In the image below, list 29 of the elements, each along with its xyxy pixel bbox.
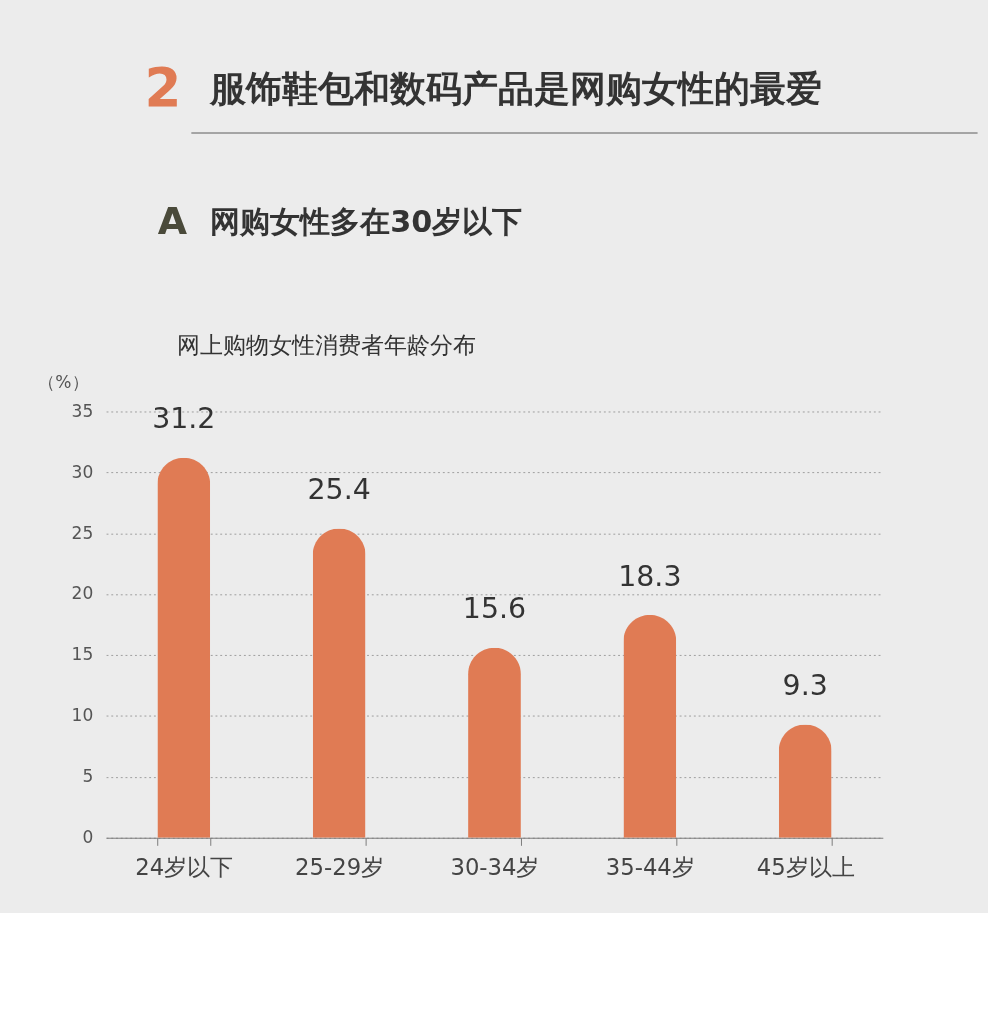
x-tick-label: 30-34岁 xyxy=(450,854,540,881)
data-label: 9.3 xyxy=(782,669,828,703)
bar xyxy=(312,528,366,838)
x-tick-label: 24岁以下 xyxy=(135,854,234,881)
x-tick-label: 25-29岁 xyxy=(295,854,385,881)
data-label: 18.3 xyxy=(618,559,682,593)
bar xyxy=(778,724,832,838)
y-tick-label: 15 xyxy=(71,644,94,665)
y-tick-label: 25 xyxy=(71,522,94,543)
text: 2 xyxy=(144,57,182,120)
y-tick-label: 30 xyxy=(71,461,94,482)
bar xyxy=(157,457,211,838)
data-label: 31.2 xyxy=(152,402,216,436)
y-tick-label: 35 xyxy=(71,400,94,421)
x-tick-label: 35-44岁 xyxy=(605,854,695,881)
data-label: 15.6 xyxy=(462,592,527,626)
bar xyxy=(468,647,521,838)
text: A xyxy=(157,199,188,244)
y-tick-label: 20 xyxy=(71,583,94,604)
y-axis-title: （%） xyxy=(38,371,89,392)
chart-subtitle: 网购女性多在30岁以下 xyxy=(210,204,523,240)
y-tick-label: 5 xyxy=(82,766,94,787)
y-tick-label: 0 xyxy=(82,826,94,847)
text: 网上购物女性消费者年龄分布 xyxy=(177,331,477,358)
y-tick-label: 10 xyxy=(71,705,94,726)
x-tick-label: 45岁以上 xyxy=(756,854,855,881)
chart-title: 服饰鞋包和数码产品是网购女性的最爱 xyxy=(209,67,823,109)
bar xyxy=(623,614,677,838)
data-label: 25.4 xyxy=(307,473,371,507)
